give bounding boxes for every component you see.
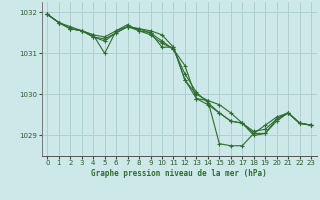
X-axis label: Graphe pression niveau de la mer (hPa): Graphe pression niveau de la mer (hPa) [91,169,267,178]
